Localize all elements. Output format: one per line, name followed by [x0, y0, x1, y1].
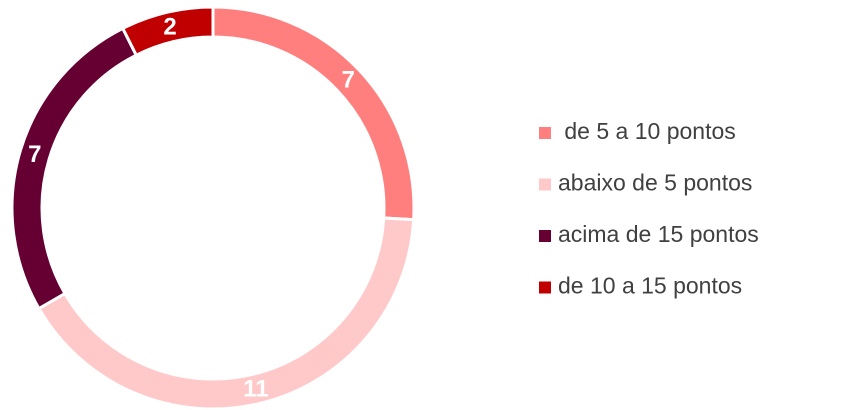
donut-slice [10, 26, 139, 311]
donut-slice [120, 5, 215, 58]
legend-swatch [539, 230, 551, 242]
legend-label: abaixo de 5 pontos [558, 170, 752, 196]
data-label: 7 [342, 67, 355, 94]
legend-swatch [539, 281, 551, 294]
donut-slice [36, 216, 416, 410]
donut-slice [211, 5, 416, 222]
legend-label: de 5 a 10 pontos [558, 118, 736, 144]
legend-swatch [539, 127, 551, 139]
legend-swatch [539, 178, 551, 191]
data-label: 7 [28, 141, 41, 168]
data-label: 11 [243, 375, 268, 402]
data-label: 2 [163, 13, 176, 40]
legend-label: de 10 a 15 pontos [558, 273, 742, 299]
legend-label: acima de 15 pontos [558, 221, 759, 247]
